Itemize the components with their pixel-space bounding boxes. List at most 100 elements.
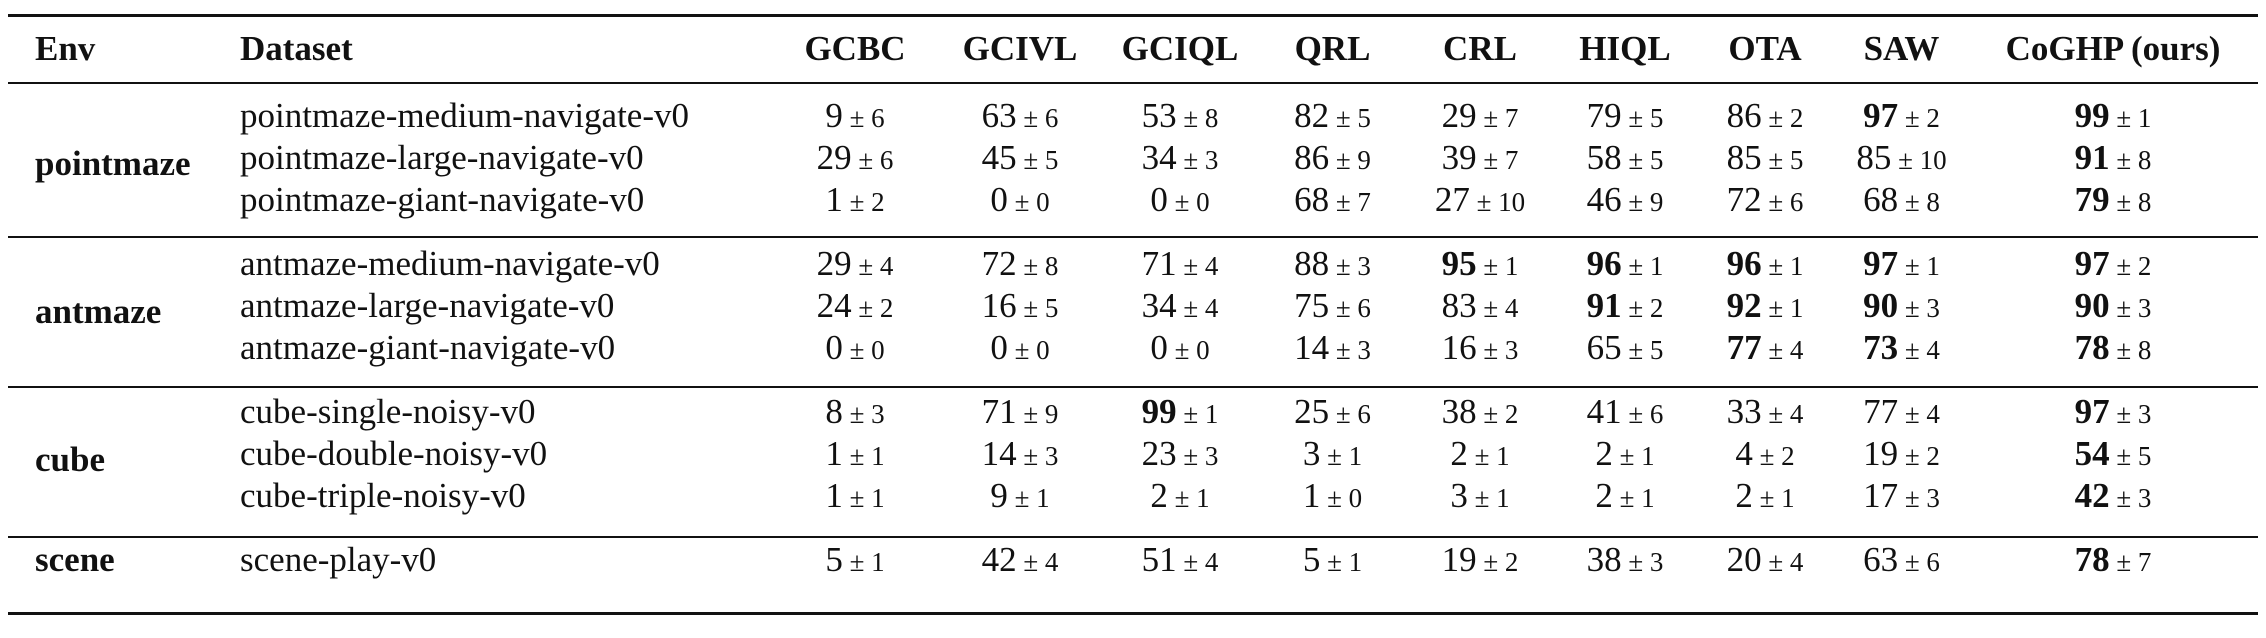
score-cell: 71 ± 9 <box>940 380 1100 432</box>
score-std: 2 <box>1789 103 1804 133</box>
score-cell: 24 ± 2 <box>770 284 940 328</box>
plus-minus-sign: ± <box>1761 187 1790 217</box>
score-cell: 16 ± 5 <box>940 284 1100 328</box>
plus-minus-sign: ± <box>842 399 872 429</box>
plus-minus-sign: ± <box>1476 547 1505 577</box>
plus-minus-sign: ± <box>851 251 880 281</box>
score-std: 1 <box>1496 483 1510 513</box>
score-cell: 29 ± 7 <box>1405 84 1555 136</box>
score-std: 1 <box>1348 441 1363 471</box>
score-cell: 90 ± 3 <box>1968 284 2258 328</box>
score-mean: 9 <box>990 476 1008 515</box>
plus-minus-sign: ± <box>1176 145 1205 175</box>
score-cell: 75 ± 6 <box>1260 284 1405 328</box>
score-cell: 19 ± 2 <box>1405 528 1555 592</box>
score-cell: 97 ± 3 <box>1968 380 2258 432</box>
method-header: CoGHP (ours) <box>2005 29 2221 68</box>
plus-minus-sign: ± <box>1621 335 1650 365</box>
score-mean: 91 <box>2074 138 2110 177</box>
score-mean: 86 <box>1294 138 1330 177</box>
table-body: pointmaze pointmaze-medium-navigate-v0 9 ±… <box>8 84 2258 592</box>
score-cell: 71 ± 4 <box>1100 232 1260 284</box>
plus-minus-sign: ± <box>1007 335 1037 365</box>
plus-minus-sign: ± <box>1329 251 1358 281</box>
score-std: 1 <box>1204 399 1219 429</box>
score-cell: 27 ± 10 <box>1405 180 1555 232</box>
score-std: 2 <box>2137 251 2152 281</box>
score-std: 7 <box>1504 145 1519 175</box>
score-mean: 5 <box>825 540 843 579</box>
plus-minus-sign: ± <box>1898 441 1927 471</box>
score-cell: 19 ± 2 <box>1835 432 1968 476</box>
score-cell: 2 ± 1 <box>1555 432 1695 476</box>
dataset-name: antmaze-giant-navigate-v0 <box>240 328 616 367</box>
plus-minus-sign: ± <box>1621 145 1650 175</box>
score-cell: 92 ± 1 <box>1695 284 1835 328</box>
group-rule-1 <box>8 236 2258 238</box>
score-mean: 2 <box>1735 476 1753 515</box>
score-cell: 14 ± 3 <box>1260 328 1405 380</box>
score-mean: 75 <box>1294 286 1330 325</box>
plus-minus-sign: ± <box>1007 483 1037 513</box>
score-cell: 1 ± 1 <box>770 432 940 476</box>
score-cell: 95 ± 1 <box>1405 232 1555 284</box>
score-std: 3 <box>2137 293 2152 323</box>
score-cell: 77 ± 4 <box>1835 380 1968 432</box>
score-std: 1 <box>1348 547 1363 577</box>
score-mean: 29 <box>816 244 852 283</box>
score-cell: 16 ± 3 <box>1405 328 1555 380</box>
score-mean: 63 <box>1863 540 1899 579</box>
score-mean: 95 <box>1441 244 1477 283</box>
plus-minus-sign: ± <box>1007 187 1037 217</box>
score-cell: 1 ± 1 <box>770 476 940 528</box>
plus-minus-sign: ± <box>1476 399 1505 429</box>
score-std: 3 <box>1504 335 1519 365</box>
score-mean: 38 <box>1441 392 1477 431</box>
score-cell: 29 ± 4 <box>770 232 940 284</box>
score-mean: 17 <box>1863 476 1899 515</box>
score-cell: 96 ± 1 <box>1695 232 1835 284</box>
score-cell: 33 ± 4 <box>1695 380 1835 432</box>
plus-minus-sign: ± <box>1467 483 1497 513</box>
score-cell: 3 ± 1 <box>1405 476 1555 528</box>
table-row: antmaze-large-navigate-v0 24 ± 2 16 ± 5 34 … <box>8 284 2258 328</box>
score-mean: 46 <box>1586 180 1622 219</box>
score-mean: 99 <box>1141 392 1177 431</box>
score-mean: 79 <box>2074 180 2110 219</box>
plus-minus-sign: ± <box>1898 103 1927 133</box>
score-mean: 0 <box>1150 180 1168 219</box>
score-mean: 83 <box>1441 286 1477 325</box>
score-std: 5 <box>1649 145 1664 175</box>
plus-minus-sign: ± <box>1176 293 1205 323</box>
score-std: 3 <box>1926 483 1940 513</box>
score-cell: 2 ± 1 <box>1405 432 1555 476</box>
plus-minus-sign: ± <box>2109 251 2138 281</box>
score-std: 6 <box>1044 103 1059 133</box>
plus-minus-sign: ± <box>1898 251 1927 281</box>
score-std: 3 <box>871 399 885 429</box>
plus-minus-sign: ± <box>1176 103 1205 133</box>
score-std: 3 <box>1044 441 1059 471</box>
score-mean: 91 <box>1586 286 1622 325</box>
score-mean: 88 <box>1294 244 1330 283</box>
plus-minus-sign: ± <box>2109 187 2138 217</box>
top-rule <box>8 14 2258 17</box>
score-std: 1 <box>1504 251 1519 281</box>
score-mean: 0 <box>990 328 1008 367</box>
plus-minus-sign: ± <box>1612 483 1642 513</box>
plus-minus-sign: ± <box>1167 335 1197 365</box>
score-mean: 0 <box>990 180 1008 219</box>
score-cell: 90 ± 3 <box>1835 284 1968 328</box>
dataset-name: antmaze-large-navigate-v0 <box>240 286 615 325</box>
score-cell: 46 ± 9 <box>1555 180 1695 232</box>
score-cell: 38 ± 2 <box>1405 380 1555 432</box>
plus-minus-sign: ± <box>1320 547 1349 577</box>
plus-minus-sign: ± <box>1476 293 1505 323</box>
plus-minus-sign: ± <box>842 441 872 471</box>
score-std: 10 <box>1498 187 1526 217</box>
score-std: 5 <box>1649 335 1664 365</box>
plus-minus-sign: ± <box>1329 293 1358 323</box>
